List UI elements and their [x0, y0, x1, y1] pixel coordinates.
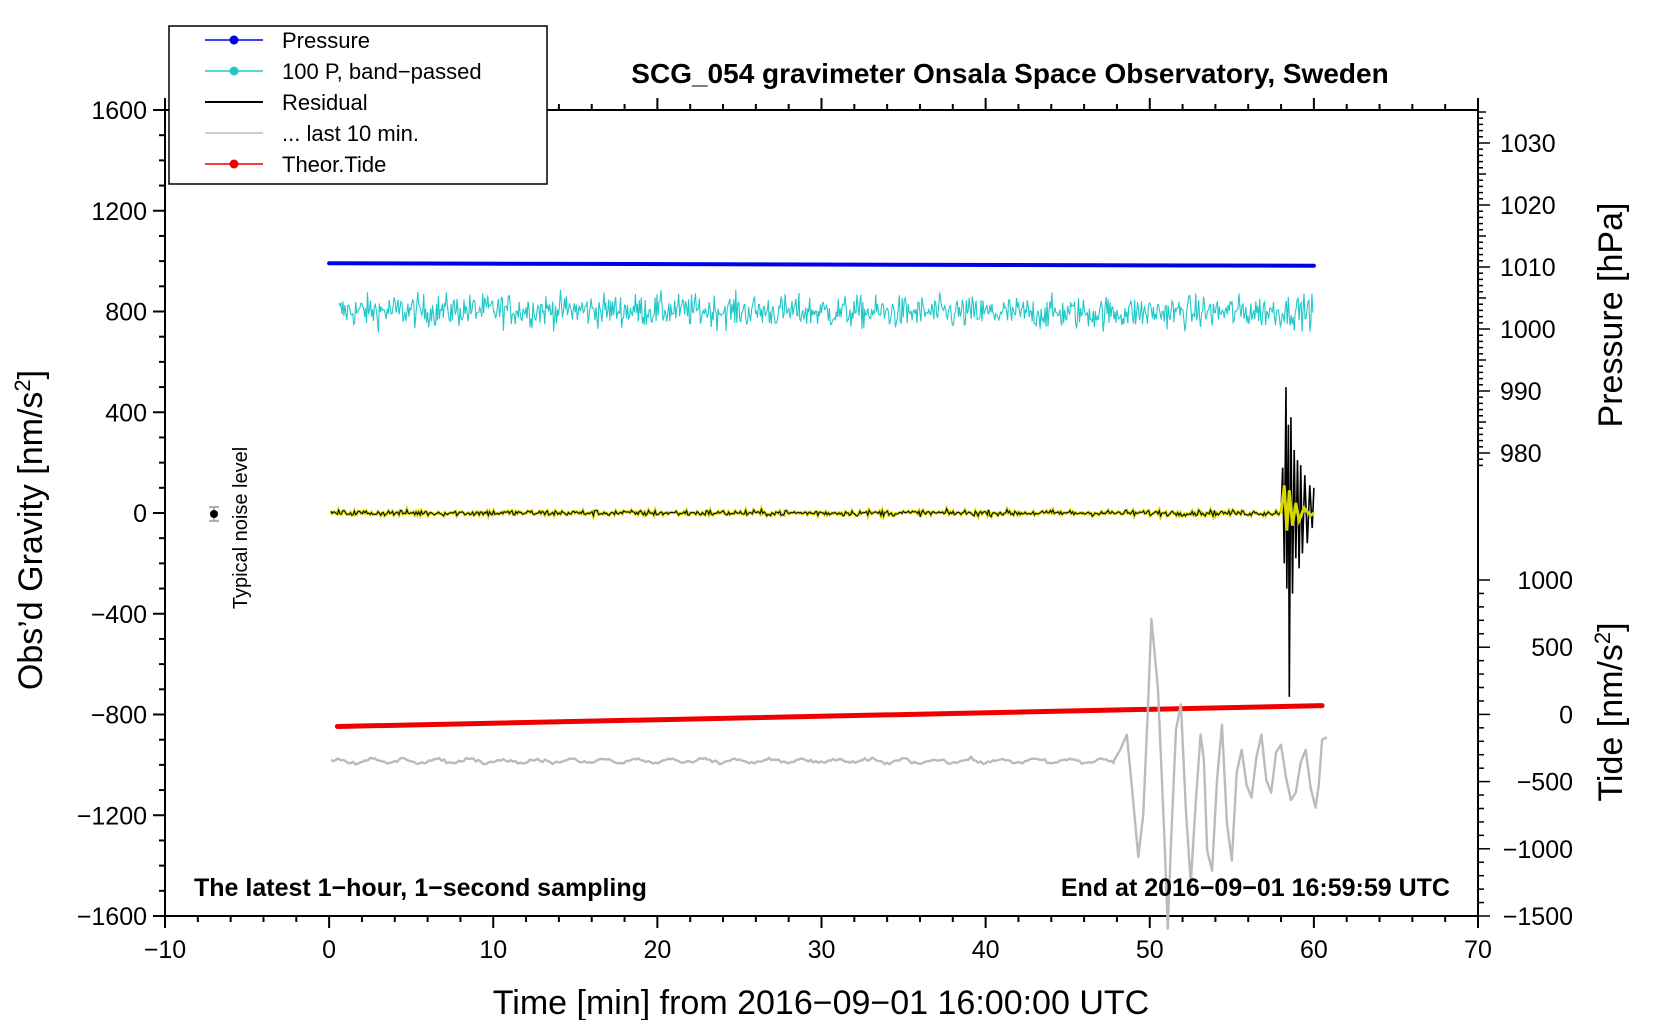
series-layer	[327, 261, 1328, 930]
x-tick-label: 20	[643, 936, 671, 964]
y-tick-label: 1600	[91, 97, 147, 125]
legend-box	[168, 25, 548, 185]
series-filtered-burst	[1279, 485, 1315, 531]
series-residual	[330, 507, 1281, 518]
end-time-note: End at 2016−09−01 16:59:59 UTC	[1061, 874, 1450, 902]
legend-label: Pressure	[282, 28, 370, 53]
legend-label: Residual	[282, 90, 368, 115]
tide-tick-label: 500	[1531, 634, 1573, 662]
series-pressure	[327, 261, 1316, 268]
legend: Pressure 100 P, band−passed Residual ... la…	[168, 25, 548, 185]
pressure-tick-label: 1010	[1500, 254, 1556, 282]
pressure-axis-ticks: 1030 1020 1010 1000 990 980	[1478, 111, 1556, 468]
x-axis-ticks: −10 0 10 20 30 40 50 60 70	[144, 98, 1492, 964]
tide-tick-label: −1000	[1503, 836, 1573, 864]
legend-marker	[229, 35, 239, 45]
tide-tick-label: 1000	[1517, 567, 1573, 595]
pressure-tick-label: 1030	[1500, 130, 1556, 158]
x-axis-title: Time [min] from 2016−09−01 16:00:00 UTC	[493, 984, 1149, 1020]
y-axis-title: Obs’d Gravity [nm/s2]	[10, 370, 50, 690]
noise-label: Typical noise level	[230, 447, 252, 609]
x-tick-label: 50	[1136, 936, 1164, 964]
noise-dot	[210, 510, 218, 518]
y-tick-label: −800	[91, 702, 147, 730]
noise-level-indicator	[209, 506, 219, 522]
pressure-tick-label: 990	[1500, 378, 1542, 406]
pressure-tick-label: 980	[1500, 440, 1542, 468]
pressure-tick-label: 1000	[1500, 316, 1556, 344]
series-bandpassed	[338, 289, 1314, 333]
x-tick-label: 60	[1300, 936, 1328, 964]
sampling-note: The latest 1−hour, 1−second sampling	[194, 874, 647, 902]
tide-axis-ticks: 1000 500 0 −500 −1000 −1500	[1478, 567, 1573, 931]
pressure-axis-title: Pressure [hPa]	[1592, 203, 1630, 428]
legend-marker	[229, 159, 239, 169]
y-tick-label: −1600	[77, 903, 147, 931]
y-tick-label: 400	[105, 399, 147, 427]
x-tick-label: 40	[972, 936, 1000, 964]
y-tick-label: 800	[105, 299, 147, 327]
legend-label: 100 P, band−passed	[282, 59, 482, 84]
y-tick-label: 0	[133, 500, 147, 528]
y-tick-label: 1200	[91, 198, 147, 226]
pressure-tick-label: 1020	[1500, 192, 1556, 220]
series-last-10-min	[330, 617, 1328, 930]
x-tick-label: 30	[808, 936, 836, 964]
x-tick-label: 10	[479, 936, 507, 964]
tide-axis-title: Tide [nm/s2]	[1590, 622, 1630, 801]
y-tick-label: −400	[91, 601, 147, 629]
x-tick-label: −10	[144, 936, 186, 964]
legend-label: Theor.Tide	[282, 152, 386, 177]
y-axis-ticks: 1600 1200 800 400 0 −400 −800 −1200 −1600	[77, 97, 165, 931]
legend-marker	[229, 66, 239, 76]
y-tick-label: −1200	[77, 802, 147, 830]
x-tick-label: 70	[1464, 936, 1492, 964]
chart-title: SCG_054 gravimeter Onsala Space Observat…	[631, 58, 1388, 89]
x-tick-label: 0	[322, 936, 336, 964]
legend-label: ... last 10 min.	[282, 121, 419, 146]
tide-tick-label: −1500	[1503, 903, 1573, 931]
tide-tick-label: −500	[1517, 769, 1573, 797]
tide-tick-label: 0	[1559, 701, 1573, 729]
